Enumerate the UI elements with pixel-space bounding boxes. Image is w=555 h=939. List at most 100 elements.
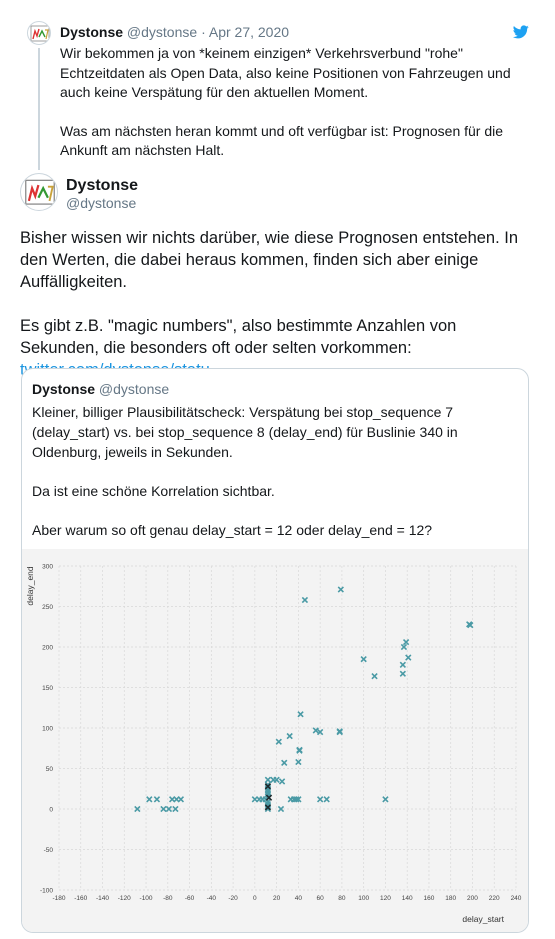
- data-point: [281, 759, 288, 766]
- x-tick-label: 100: [358, 895, 369, 902]
- y-tick-label: 250: [42, 604, 53, 611]
- x-tick-label: 200: [467, 895, 478, 902]
- x-tick-label: 60: [317, 895, 325, 902]
- x-tick-label: 140: [402, 895, 413, 902]
- x-tick-label: 40: [295, 895, 303, 902]
- x-tick-label: 160: [424, 895, 435, 902]
- main-tweet-text: Bisher wissen wir nichts darüber, wie di…: [20, 227, 535, 381]
- x-tick-label: -180: [52, 895, 65, 902]
- data-point: [297, 711, 304, 718]
- x-tick-label: 20: [273, 895, 281, 902]
- data-point: [400, 643, 408, 651]
- data-point: [277, 805, 285, 813]
- header-separator: ·: [201, 24, 206, 40]
- chart-points: [134, 586, 474, 813]
- x-tick-label: -160: [74, 895, 87, 902]
- quoted-tweet-text: Kleiner, billiger Plausibilitätscheck: V…: [32, 402, 518, 540]
- data-point: [316, 728, 324, 736]
- y-tick-label: 300: [42, 563, 53, 570]
- data-point: [160, 805, 167, 813]
- parent-avatar[interactable]: [27, 21, 51, 45]
- data-point: [264, 781, 272, 788]
- data-point-dense: [264, 804, 272, 811]
- data-point: [273, 776, 280, 784]
- data-point: [337, 586, 344, 593]
- x-tick-label: -100: [140, 895, 153, 902]
- twitter-bird-icon[interactable]: [513, 25, 529, 39]
- x-tick-label: -40: [207, 895, 217, 902]
- data-point: [295, 758, 302, 766]
- y-tick-label: 200: [42, 644, 53, 651]
- x-tick-label: 240: [511, 895, 522, 902]
- data-point: [323, 796, 330, 803]
- data-point: [172, 805, 179, 813]
- main-author-handle[interactable]: @dystonse: [66, 195, 137, 211]
- data-point: [293, 796, 300, 803]
- y-tick-label: 50: [46, 766, 54, 773]
- quoted-paragraph-2: Da ist eine schöne Korrelation sichtbar.: [32, 483, 275, 499]
- data-point: [405, 654, 412, 661]
- x-tick-label: 0: [253, 895, 257, 902]
- main-paragraph-2-text: Es gibt z.B. "magic numbers", also besti…: [20, 317, 457, 357]
- main-avatar[interactable]: [20, 173, 58, 211]
- x-axis-label: delay_start: [462, 914, 504, 924]
- x-tick-label: 220: [489, 895, 500, 902]
- parent-tweet-date[interactable]: Apr 27, 2020: [208, 24, 290, 40]
- x-tick-label: -20: [228, 895, 238, 902]
- data-point: [177, 796, 185, 803]
- data-point: [296, 747, 303, 754]
- quoted-author-name: Dystonse: [32, 381, 96, 397]
- data-point: [399, 670, 407, 677]
- y-axis-label: delay_end: [25, 566, 35, 606]
- data-point: [275, 738, 282, 745]
- parent-author-handle[interactable]: @dystonse: [126, 24, 198, 40]
- data-point: [371, 672, 378, 680]
- data-point: [301, 596, 309, 604]
- x-tick-label: 180: [445, 895, 456, 902]
- data-point: [402, 638, 410, 646]
- parent-tweet-text: Wir bekommen ja von *keinem einzigen* Ve…: [60, 44, 530, 161]
- data-point: [134, 805, 141, 813]
- quoted-paragraph-1: Kleiner, billiger Plausibilitätscheck: V…: [32, 404, 458, 460]
- x-tick-label: -120: [118, 895, 131, 902]
- thread-connector: [38, 48, 40, 170]
- data-point: [264, 776, 272, 784]
- scatter-chart-image[interactable]: -180 -160 -140 -120 -100 -80 -60 -40 -20 0 20 40 60 8…: [22, 549, 528, 932]
- data-point: [295, 796, 302, 803]
- data-point: [165, 805, 173, 813]
- x-tick-label: -60: [185, 895, 195, 902]
- quoted-tweet-header: Dystonse @dystonse: [32, 381, 169, 398]
- parent-paragraph-1: Wir bekommen ja von *keinem einzigen* Ve…: [60, 45, 511, 100]
- quoted-paragraph-3: Aber warum so oft genau delay_start = 12…: [32, 522, 433, 538]
- data-point: [467, 621, 474, 629]
- y-tick-label: 0: [49, 806, 53, 813]
- y-tick-label: 150: [42, 685, 53, 692]
- y-tick-label: 100: [42, 725, 53, 732]
- data-point: [360, 655, 367, 663]
- x-tick-label: 120: [380, 895, 391, 902]
- data-point: [286, 732, 293, 740]
- dystonse-logo-icon: [30, 25, 50, 42]
- chart-grid: [58, 565, 517, 891]
- data-point: [336, 728, 343, 736]
- parent-paragraph-2: Was am nächsten heran kommt und oft verf…: [60, 122, 504, 159]
- quoted-tweet-card[interactable]: Dystonse @dystonse Kleiner, billiger Pla…: [21, 368, 529, 933]
- main-author-name[interactable]: Dystonse: [66, 177, 139, 194]
- dystonse-logo-icon: [25, 179, 55, 205]
- parent-author-name[interactable]: Dystonse: [60, 24, 124, 40]
- parent-tweet-header: Dystonse @dystonse · Apr 27, 2020: [60, 24, 289, 41]
- data-point: [153, 796, 161, 803]
- quoted-author-handle: @dystonse: [98, 381, 170, 397]
- x-tick-label: 80: [338, 895, 346, 902]
- scatter-chart: -180 -160 -140 -120 -100 -80 -60 -40 -20 0 20 40 60 8…: [25, 563, 522, 924]
- data-point: [399, 661, 407, 668]
- x-tick-label: -140: [96, 895, 109, 902]
- y-tick-label: -100: [40, 887, 53, 894]
- data-point: [382, 796, 389, 803]
- data-point: [146, 796, 153, 803]
- y-tick-label: -50: [44, 847, 54, 854]
- data-point: [278, 778, 286, 785]
- data-point: [312, 727, 319, 734]
- data-point-dense: [264, 783, 272, 790]
- main-paragraph-1: Bisher wissen wir nichts darüber, wie di…: [20, 229, 519, 291]
